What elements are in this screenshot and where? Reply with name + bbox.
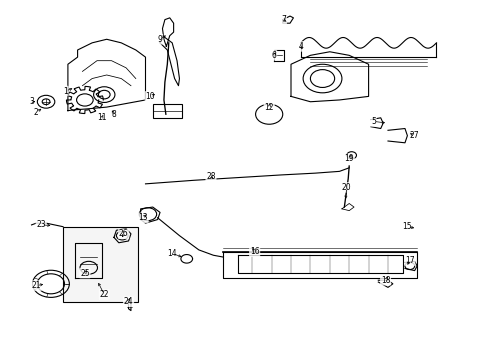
Text: 25: 25 xyxy=(80,268,90,278)
Text: 20: 20 xyxy=(341,183,351,192)
Text: 2: 2 xyxy=(34,108,39,117)
Text: 19: 19 xyxy=(344,154,353,164)
Text: 8: 8 xyxy=(111,110,116,119)
Text: 16: 16 xyxy=(249,247,259,256)
Text: 18: 18 xyxy=(380,276,390,285)
Text: 15: 15 xyxy=(402,222,411,231)
Text: 14: 14 xyxy=(167,249,177,258)
Text: 10: 10 xyxy=(145,92,155,101)
Text: 26: 26 xyxy=(119,229,128,238)
Text: 1: 1 xyxy=(63,86,68,96)
Text: 24: 24 xyxy=(123,297,133,306)
Text: 3: 3 xyxy=(29,97,34,106)
Text: 13: 13 xyxy=(138,213,148,222)
Bar xyxy=(152,104,182,118)
Polygon shape xyxy=(160,36,179,86)
Text: 23: 23 xyxy=(36,220,46,230)
Text: 7: 7 xyxy=(281,15,286,24)
Text: 4: 4 xyxy=(298,42,302,51)
Text: 22: 22 xyxy=(99,290,109,299)
Text: 12: 12 xyxy=(264,102,273,112)
Text: 21: 21 xyxy=(31,281,41,290)
Text: 27: 27 xyxy=(409,131,419,140)
Text: 28: 28 xyxy=(206,172,215,181)
Bar xyxy=(63,227,138,302)
Text: 6: 6 xyxy=(271,51,276,60)
Text: 9: 9 xyxy=(157,35,162,44)
Text: 17: 17 xyxy=(404,256,414,265)
Text: 5: 5 xyxy=(370,117,375,126)
Text: 11: 11 xyxy=(97,113,106,122)
